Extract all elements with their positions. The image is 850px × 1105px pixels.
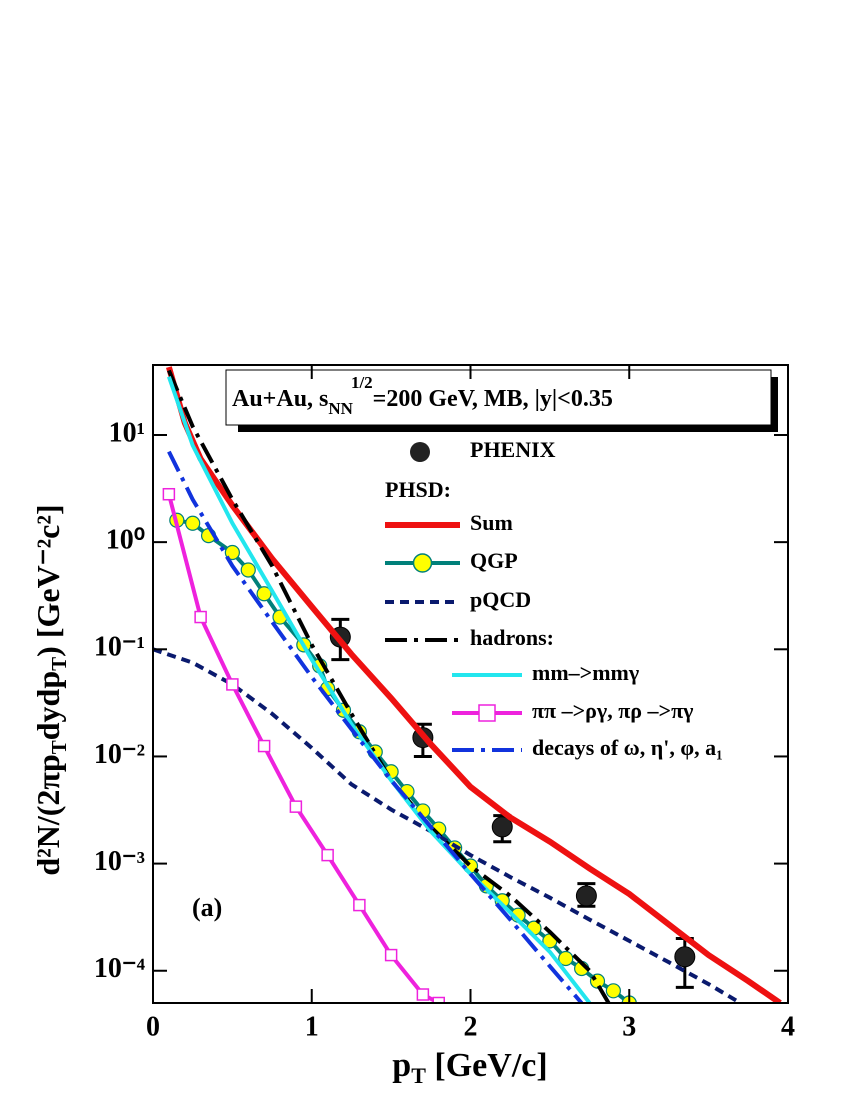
y-label-part: ) [GeV⁻²c²] [30, 504, 66, 656]
x-label-sub: T [411, 1063, 426, 1088]
y-tick-label: 10⁻³ [94, 846, 145, 877]
curve [167, 369, 611, 1003]
marker [289, 800, 303, 813]
annotation-box [225, 369, 772, 426]
marker [240, 562, 256, 578]
data-point [491, 816, 513, 838]
marker [605, 983, 621, 999]
y-label-sub: T [47, 740, 71, 754]
y-label-sub: T [47, 657, 71, 671]
marker [353, 898, 366, 912]
legend-label: QGP [470, 548, 518, 573]
marker [185, 515, 201, 531]
data-point [674, 946, 696, 968]
marker [162, 487, 176, 501]
legend-label: mm–>mmγ [532, 660, 639, 685]
x-tick-label: 2 [464, 1011, 478, 1042]
curve [167, 450, 584, 1003]
legend-header: PHSD: [385, 477, 451, 502]
marker [224, 544, 240, 561]
y-label-part: dydp [30, 671, 66, 740]
marker [432, 996, 445, 1003]
annotation-text: =200 GeV, MB, |y|<0.35 [373, 386, 613, 412]
plot-frame [152, 364, 789, 1004]
legend-marker [478, 704, 496, 722]
y-tick-label: 10⁻⁴ [94, 953, 146, 984]
marker [384, 948, 398, 962]
marker [416, 988, 430, 1001]
legend-label: hadrons: [470, 625, 554, 650]
data-point [575, 885, 597, 907]
curve [176, 518, 631, 1003]
plot-area [153, 366, 782, 1003]
y-tick-label: 10⁻² [94, 739, 145, 770]
legend-label: Sum [470, 510, 513, 535]
legend-label: decays of ω, η', φ, a₁ [532, 735, 723, 760]
curve [153, 647, 742, 1003]
annotation-sup: 1/2 [351, 373, 373, 392]
annotation-text: Au+Au, s [232, 386, 328, 412]
x-label-part: [GeV/c] [426, 1047, 548, 1084]
marker [558, 950, 574, 967]
x-label-part: p [392, 1047, 411, 1084]
marker [589, 973, 606, 989]
marker [226, 678, 239, 691]
legend-label: ππ –>ργ, πρ –>πγ [532, 698, 693, 723]
curve [166, 493, 440, 1003]
y-tick-label: 10¹ [109, 417, 145, 448]
y-axis-label: d²N/(2πpTdydpT) [GeV⁻²c²] [30, 504, 70, 875]
x-axis-label: pT [GeV/c] [392, 1047, 547, 1088]
legend-label: pQCD [470, 587, 531, 612]
x-tick-label: 1 [305, 1011, 319, 1042]
curve [166, 366, 782, 1003]
marker [257, 739, 271, 753]
marker [256, 586, 272, 602]
legend-marker [412, 553, 433, 573]
legend-marker [410, 442, 430, 462]
annotation: Au+Au, sNN 1/2=200 GeV, MB, |y|<0.35 [232, 373, 613, 418]
panel-label: (a) [192, 893, 222, 922]
legend-label: PHENIX [470, 437, 556, 462]
x-tick-label: 0 [146, 1011, 160, 1042]
y-tick-label: 10⁰ [106, 525, 145, 556]
marker [321, 848, 334, 862]
x-tick-label: 4 [781, 1011, 795, 1042]
y-tick-label: 10⁻¹ [94, 632, 145, 663]
x-tick-label: 3 [622, 1011, 636, 1042]
y-label-part: d²N/(2πp [30, 754, 66, 875]
annotation-sub: NN [328, 399, 353, 418]
marker [194, 610, 207, 624]
